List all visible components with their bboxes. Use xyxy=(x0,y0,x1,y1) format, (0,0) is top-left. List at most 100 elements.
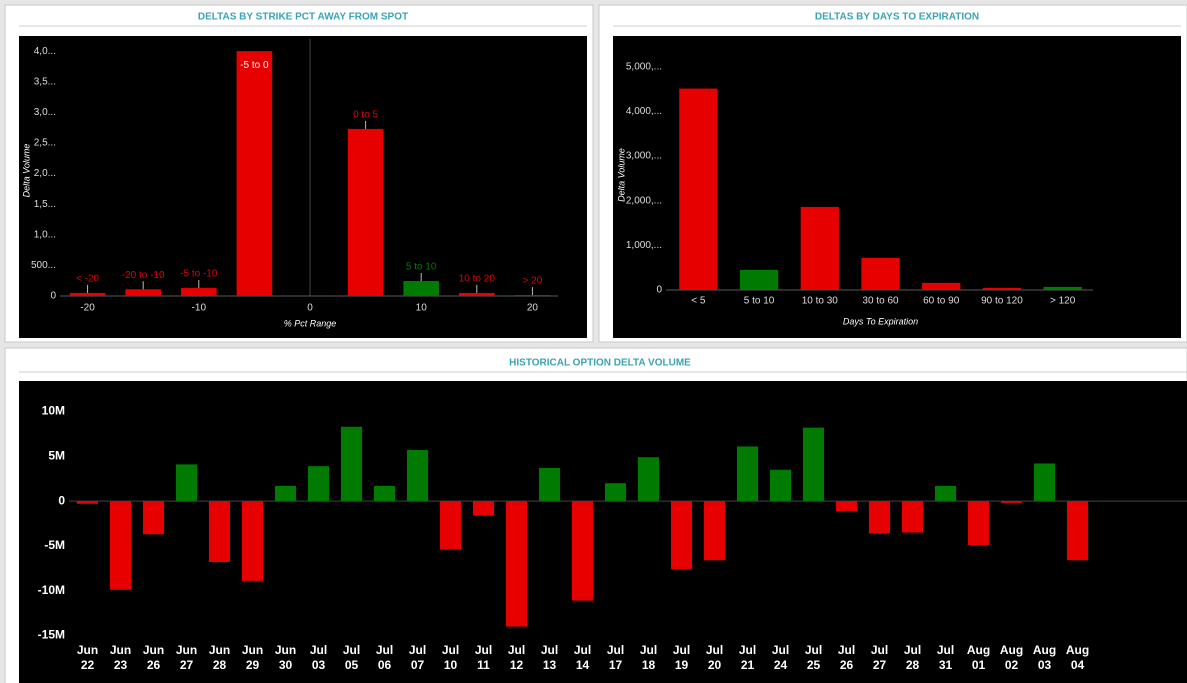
x-axis-title: % Pct Range xyxy=(284,318,337,328)
x-tick-label: Jul 19 xyxy=(673,643,690,672)
bar xyxy=(800,206,839,290)
bar xyxy=(922,282,961,290)
bar xyxy=(69,292,106,296)
bar xyxy=(861,257,900,290)
x-tick-label: Jun 30 xyxy=(275,643,296,672)
x-tick-label: 20 xyxy=(527,303,539,314)
y-tick-label: 3,000,... xyxy=(626,151,662,162)
bar xyxy=(514,295,551,296)
y-tick-label: 0 xyxy=(50,291,56,302)
x-tick-label: Jul 18 xyxy=(640,643,657,672)
chart-title: DELTAS BY DAYS TO EXPIRATION xyxy=(815,12,979,23)
x-tick-label: Jul 11 xyxy=(475,643,492,672)
x-tick-label: Aug 03 xyxy=(1033,643,1056,672)
y-tick-label: 2,000,... xyxy=(626,195,662,206)
y-tick-label: 5,000,... xyxy=(626,61,662,72)
data-label: < -20 xyxy=(76,274,100,285)
x-tick-label: Jun 27 xyxy=(176,643,197,672)
bar xyxy=(373,485,396,502)
bar xyxy=(347,128,384,296)
bar xyxy=(307,466,330,502)
bar xyxy=(835,501,858,511)
bar xyxy=(739,269,779,290)
x-tick-label: 10 to 30 xyxy=(802,296,839,307)
y-tick-label: 0 xyxy=(656,285,662,296)
bar xyxy=(109,501,132,590)
bar xyxy=(901,501,924,533)
x-tick-label: -20 xyxy=(80,303,95,314)
x-tick-label: 60 to 90 xyxy=(923,296,960,307)
y-tick-label: 4,000,... xyxy=(626,106,662,117)
bar xyxy=(340,426,363,502)
y-tick-label: 500... xyxy=(31,260,56,271)
y-tick-label: 3,5... xyxy=(34,76,56,87)
y-axis-title: Delta Volume xyxy=(616,148,626,202)
bar xyxy=(736,446,759,502)
bar xyxy=(538,467,561,502)
data-label: -5 to -10 xyxy=(180,269,218,280)
bar xyxy=(208,501,231,563)
data-label: -20 to -10 xyxy=(122,270,165,281)
x-tick-label: Aug 04 xyxy=(1066,643,1089,672)
x-tick-label: Jul 06 xyxy=(376,643,393,672)
y-tick-label: 4,0... xyxy=(34,46,56,57)
bar xyxy=(637,457,660,502)
bar xyxy=(1000,501,1023,503)
bar xyxy=(571,501,594,601)
x-tick-label: Jul 31 xyxy=(937,643,954,672)
y-tick-label: 3,0... xyxy=(34,107,56,118)
bar xyxy=(1033,463,1056,502)
data-label: > 20 xyxy=(523,276,543,287)
chart-title: HISTORICAL OPTION DELTA VOLUME xyxy=(509,358,691,369)
bar xyxy=(1043,286,1082,290)
x-tick-label: Jul 17 xyxy=(607,643,624,672)
y-tick-label: 10M xyxy=(42,404,65,418)
x-tick-label: Jul 10 xyxy=(442,643,459,672)
bar xyxy=(236,51,273,297)
plot-background xyxy=(19,381,1187,683)
x-tick-label: 90 to 120 xyxy=(981,296,1023,307)
x-tick-label: Jul 07 xyxy=(409,643,426,672)
x-tick-label: Jun 26 xyxy=(143,643,164,672)
data-label: 0 to 5 xyxy=(353,110,378,121)
bar xyxy=(175,464,198,502)
x-tick-label: Jul 03 xyxy=(310,643,327,672)
bar xyxy=(274,485,297,502)
x-tick-label: Jul 12 xyxy=(508,643,525,672)
bar xyxy=(769,469,792,502)
chart-title: DELTAS BY STRIKE PCT AWAY FROM SPOT xyxy=(198,12,408,23)
bar xyxy=(459,292,495,296)
bar xyxy=(125,289,161,296)
x-tick-label: Jul 14 xyxy=(574,643,591,672)
y-tick-label: -15M xyxy=(38,628,65,642)
bar xyxy=(1066,501,1089,561)
bar xyxy=(679,88,718,291)
y-tick-label: -10M xyxy=(38,583,65,597)
x-tick-label: Jul 28 xyxy=(904,643,921,672)
x-tick-label: < 5 xyxy=(691,296,706,307)
x-tick-label: Jun 23 xyxy=(110,643,131,672)
data-label: 5 to 10 xyxy=(406,262,437,273)
x-tick-label: Jul 13 xyxy=(541,643,558,672)
x-tick-label: Jun 22 xyxy=(77,643,98,672)
data-label: 10 to 20 xyxy=(459,274,496,285)
bar xyxy=(670,501,693,570)
x-tick-label: Jul 20 xyxy=(706,643,723,672)
x-tick-label: Jun 29 xyxy=(242,643,263,672)
bar xyxy=(76,501,99,504)
y-axis-title: Delta Volume xyxy=(21,144,31,198)
y-tick-label: 5M xyxy=(48,448,65,462)
y-tick-label: -5M xyxy=(44,538,65,552)
x-tick-label: Aug 02 xyxy=(1000,643,1023,672)
x-tick-label: -10 xyxy=(192,303,207,314)
bar xyxy=(604,483,627,502)
x-tick-label: Jul 26 xyxy=(838,643,855,672)
y-tick-label: 1,0... xyxy=(34,229,56,240)
bar xyxy=(403,281,440,296)
bar xyxy=(180,288,217,296)
x-axis-title: Days To Expiration xyxy=(843,316,918,326)
bar xyxy=(802,427,825,502)
data-label: -5 to 0 xyxy=(240,60,269,71)
bar xyxy=(703,501,726,561)
